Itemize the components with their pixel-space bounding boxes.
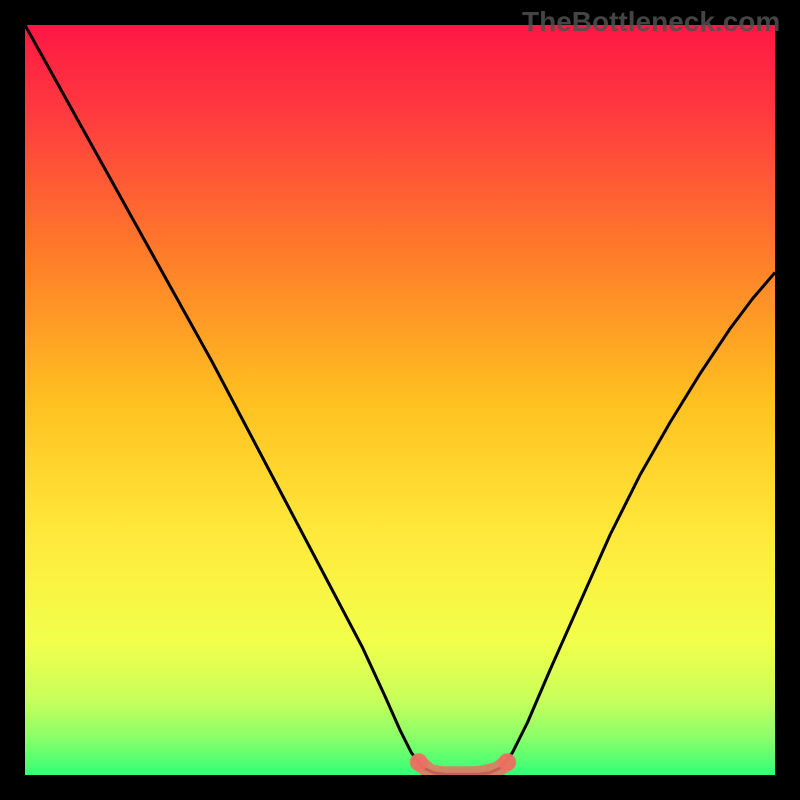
valley-highlight-knob: [410, 753, 428, 771]
watermark-text: TheBottleneck.com: [522, 6, 780, 38]
bottleneck-chart: [25, 25, 775, 775]
chart-background: [25, 25, 775, 775]
valley-highlight-knob: [498, 753, 516, 771]
